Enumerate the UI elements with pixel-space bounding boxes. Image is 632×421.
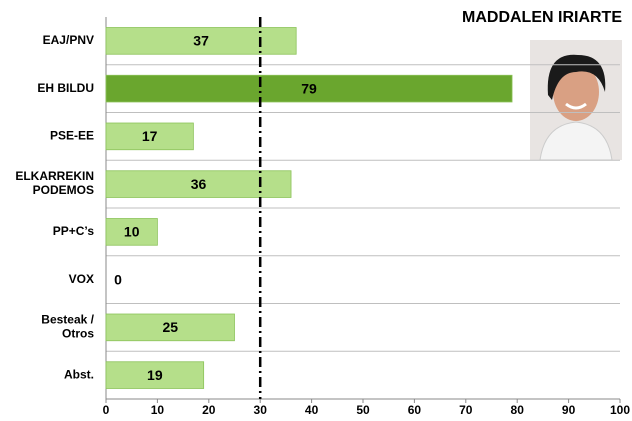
y-tick-label: EH BILDU <box>37 81 94 95</box>
data-label: 79 <box>301 80 317 96</box>
x-tick-label: 80 <box>511 403 525 417</box>
data-label: 17 <box>142 128 158 144</box>
x-tick-label: 20 <box>202 403 216 417</box>
x-tick-label: 70 <box>459 403 473 417</box>
x-tick-label: 30 <box>254 403 268 417</box>
data-label: 0 <box>114 271 122 287</box>
data-label: 36 <box>191 176 207 192</box>
x-tick-label: 60 <box>408 403 422 417</box>
y-tick-label: Besteak /Otros <box>41 313 94 341</box>
chart: MADDALEN IRIARTE 01020304050607080901003… <box>0 0 632 421</box>
photo <box>530 40 622 160</box>
x-tick-label: 10 <box>151 403 165 417</box>
y-tick-label: VOX <box>69 272 94 286</box>
x-tick-label: 50 <box>356 403 370 417</box>
data-label: 10 <box>124 224 140 240</box>
data-label: 37 <box>193 33 209 49</box>
x-tick-label: 0 <box>103 403 110 417</box>
y-tick-label: Abst. <box>64 367 94 381</box>
y-tick-label: PSE-EE <box>50 129 94 143</box>
y-tick-label: EAJ/PNV <box>43 33 94 47</box>
x-tick-label: 100 <box>610 403 630 417</box>
data-label: 19 <box>147 367 163 383</box>
y-tick-label: PP+C’s <box>53 224 95 238</box>
data-label: 25 <box>162 319 178 335</box>
x-tick-label: 40 <box>305 403 319 417</box>
chart-title: MADDALEN IRIARTE <box>462 9 622 26</box>
x-tick-label: 90 <box>562 403 576 417</box>
